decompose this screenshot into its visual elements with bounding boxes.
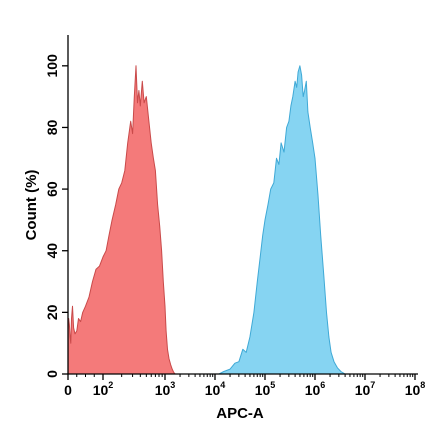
- x-tick-label: 0: [64, 382, 72, 398]
- y-ticks: 0 20 40 60 80 100: [44, 54, 68, 378]
- x-tick-label: 106: [305, 380, 326, 398]
- y-axis-title: Count (%): [23, 170, 40, 241]
- y-tick-label: 0: [44, 370, 60, 378]
- x-axis-title: APC-A: [216, 405, 264, 422]
- histogram-series-1: [67, 65, 176, 375]
- histogram-series-2: [218, 65, 346, 375]
- x-tick-label: 105: [255, 380, 276, 398]
- x-tick-label: 104: [205, 380, 226, 398]
- x-tick-label: 102: [93, 380, 114, 398]
- y-tick-label: 80: [44, 119, 60, 135]
- x-tick-label: 108: [405, 380, 426, 398]
- plot-area: [67, 65, 346, 375]
- y-tick-label: 60: [44, 181, 60, 197]
- y-tick-label: 40: [44, 243, 60, 259]
- axes: 0 20 40 60 80 100 0 102 103 104 105 106 107 108: [44, 35, 425, 398]
- x-tick-label: 107: [355, 380, 376, 398]
- y-tick-label: 100: [44, 54, 60, 78]
- y-tick-label: 20: [44, 304, 60, 320]
- x-ticks: 0 102 103 104 105 106 107 108: [64, 374, 425, 398]
- x-tick-label: 103: [155, 380, 176, 398]
